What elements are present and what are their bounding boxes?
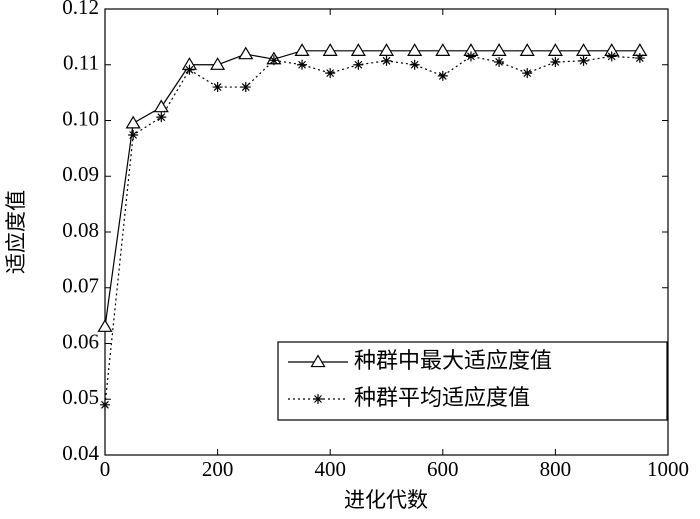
marker-asterisk: [409, 59, 420, 70]
marker-triangle: [322, 43, 338, 56]
marker-asterisk: [437, 70, 448, 81]
legend-box: [277, 341, 668, 421]
marker-asterisk: [465, 51, 476, 62]
y-tick-label: 0.05: [62, 385, 99, 409]
legend-label: 种群中最大适应度值: [354, 348, 552, 373]
marker-asterisk: [313, 394, 323, 404]
marker-asterisk: [550, 56, 561, 67]
marker-triangle: [576, 43, 592, 56]
x-axis-label: 进化代数: [344, 488, 428, 512]
x-tick-label: 400: [314, 457, 346, 481]
y-tick-label: 0.06: [62, 329, 99, 353]
marker-triangle: [547, 43, 563, 56]
y-tick-label: 0.07: [62, 274, 99, 298]
marker-asterisk: [297, 59, 308, 70]
series-line: [104, 55, 640, 405]
marker-triangle: [97, 319, 113, 332]
marker-triangle: [435, 43, 451, 56]
x-tick-label: 200: [202, 457, 234, 481]
marker-asterisk: [353, 59, 364, 70]
y-tick-label: 0.11: [63, 51, 99, 75]
series-line: [104, 50, 640, 327]
marker-asterisk: [240, 82, 251, 93]
marker-asterisk: [381, 55, 392, 66]
marker-triangle: [519, 43, 535, 56]
marker-triangle: [210, 57, 226, 70]
marker-asterisk: [494, 56, 505, 67]
marker-asterisk: [634, 53, 645, 64]
marker-asterisk: [325, 68, 336, 79]
marker-triangle: [407, 43, 423, 56]
y-tick-label: 0.09: [62, 162, 99, 186]
marker-triangle: [350, 43, 366, 56]
x-tick-label: 600: [427, 457, 459, 481]
marker-asterisk: [100, 399, 110, 410]
marker-triangle: [294, 43, 310, 56]
marker-triangle: [310, 354, 326, 368]
x-tick-label: 0: [100, 457, 111, 481]
legend-label: 种群平均适应度值: [354, 385, 530, 410]
y-tick-label: 0.04: [62, 441, 99, 465]
marker-triangle: [153, 99, 169, 113]
y-tick-label: 0.08: [62, 218, 99, 242]
marker-asterisk: [184, 64, 195, 75]
marker-asterisk: [606, 51, 617, 62]
y-tick-label: 0.10: [62, 106, 99, 130]
x-tick-label: 800: [540, 457, 572, 481]
y-tick-label: 0.12: [62, 0, 99, 19]
marker-asterisk: [578, 55, 589, 66]
marker-asterisk: [522, 68, 533, 79]
marker-asterisk: [212, 82, 223, 93]
x-tick-label: 1000: [647, 457, 689, 481]
marker-triangle: [491, 43, 507, 56]
marker-asterisk: [268, 55, 279, 66]
marker-triangle: [125, 115, 141, 129]
marker-triangle: [238, 46, 254, 60]
marker-asterisk: [156, 112, 167, 123]
marker-asterisk: [128, 129, 139, 140]
y-axis-label: 适应度值: [4, 190, 28, 274]
marker-triangle: [378, 43, 395, 56]
